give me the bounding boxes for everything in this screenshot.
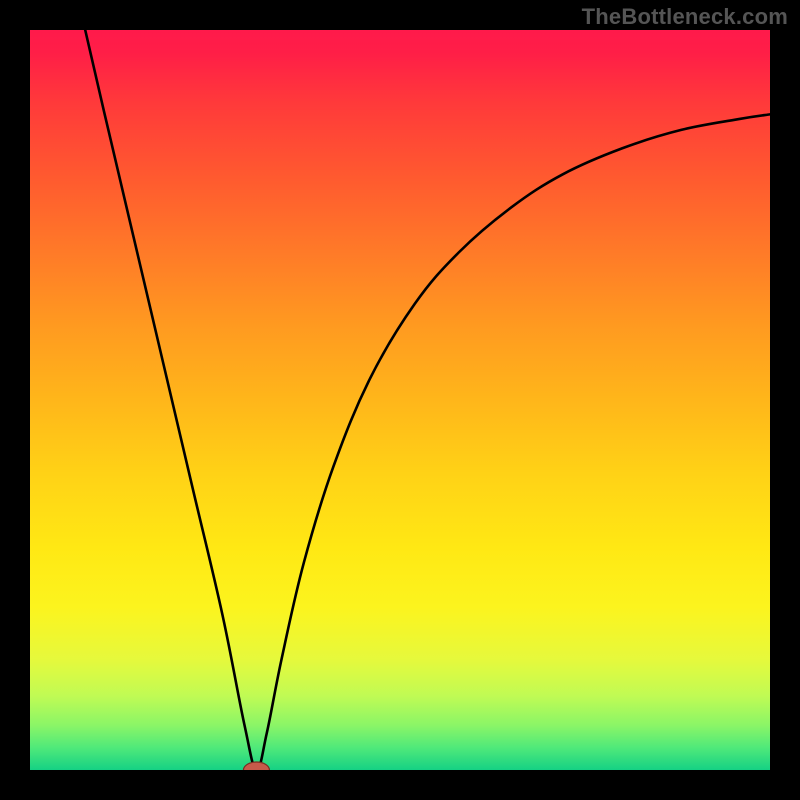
chart-container: TheBottleneck.com <box>0 0 800 800</box>
gradient-background <box>30 30 770 770</box>
bottleneck-chart <box>0 0 800 800</box>
plot-area <box>30 15 770 778</box>
watermark-text: TheBottleneck.com <box>582 4 788 30</box>
